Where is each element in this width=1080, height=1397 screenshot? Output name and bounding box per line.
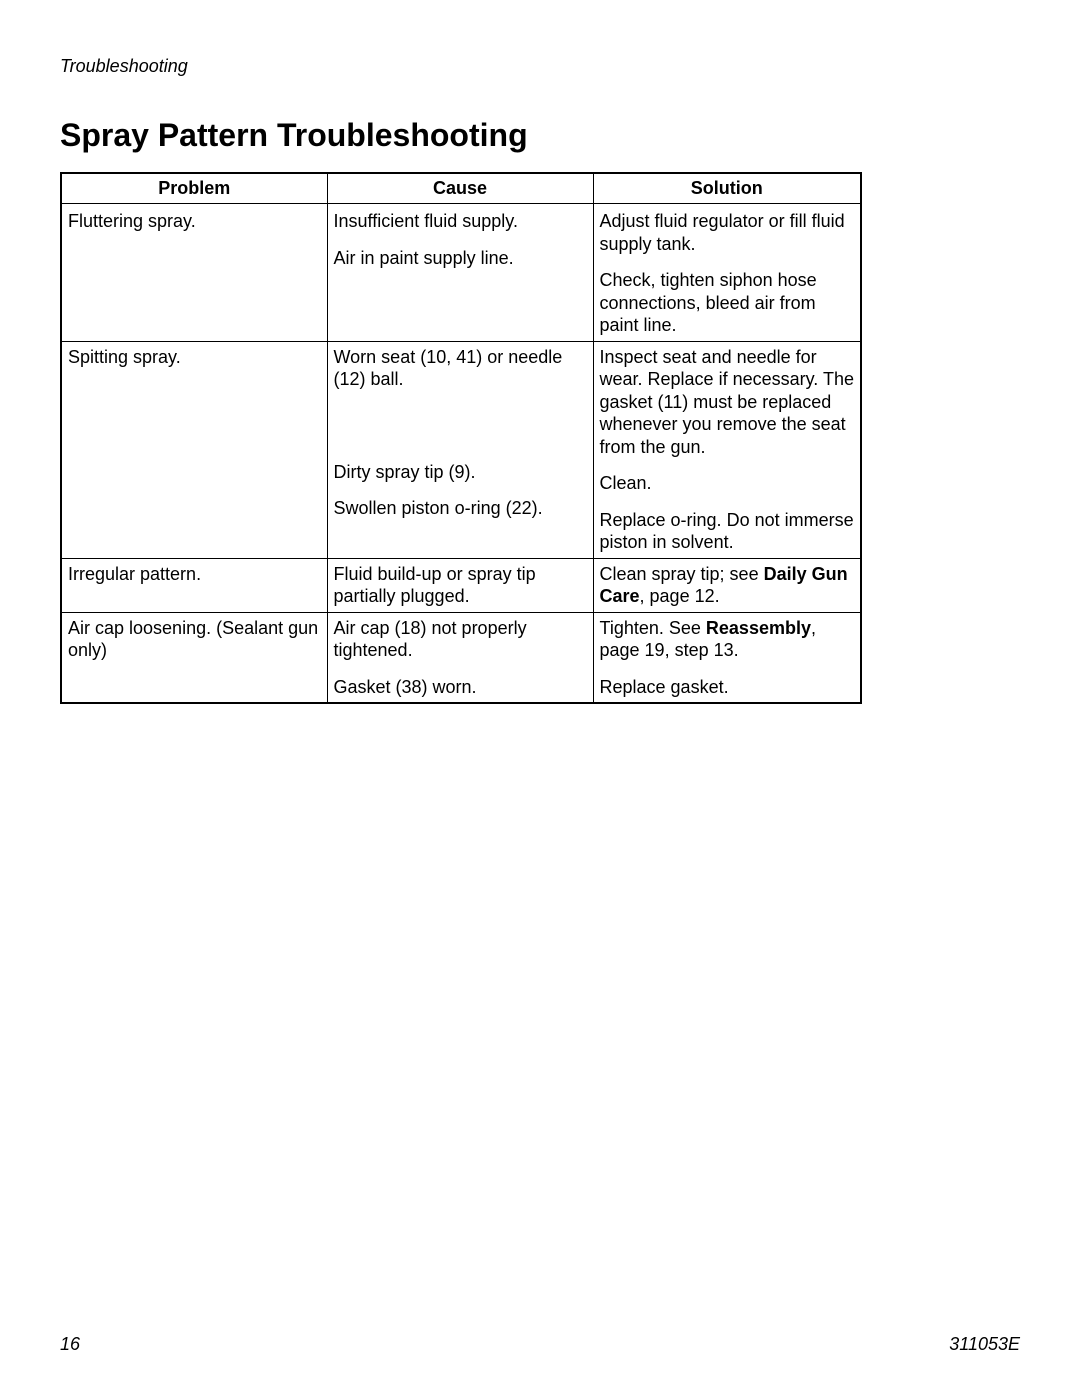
- cause-item: Swollen piston o-ring (22).: [334, 497, 587, 520]
- cause-item: Air in paint supply line.: [334, 247, 587, 270]
- table-row: Irregular pattern. Fluid build-up or spr…: [61, 558, 861, 612]
- running-head: Troubleshooting: [60, 56, 1020, 77]
- solution-bold: Reassembly: [706, 618, 811, 638]
- cause-item: Insufficient fluid supply.: [334, 210, 587, 233]
- col-header-solution: Solution: [593, 173, 861, 204]
- troubleshooting-table: Problem Cause Solution Fluttering spray.…: [60, 172, 862, 704]
- solution-item: Check, tighten siphon hose connections, …: [600, 269, 855, 337]
- page-title: Spray Pattern Troubleshooting: [60, 117, 1020, 154]
- solution-item: Tighten. See Reassembly, page 19, step 1…: [600, 617, 855, 662]
- solution-item: Inspect seat and needle for wear. Replac…: [600, 346, 855, 459]
- solution-text: , page 12.: [640, 586, 720, 606]
- cell-cause: Air cap (18) not properly tightened. Gas…: [327, 612, 593, 703]
- cell-cause: Worn seat (10, 41) or needle (12) ball. …: [327, 341, 593, 558]
- cell-solution: Adjust fluid regulator or fill fluid sup…: [593, 206, 861, 341]
- footer-page-number: 16: [60, 1334, 80, 1355]
- table-row: Fluttering spray. Insufficient fluid sup…: [61, 206, 861, 341]
- cause-item: Dirty spray tip (9).: [334, 461, 587, 484]
- cell-problem: Air cap loosening. (Sealant gun only): [61, 612, 327, 703]
- solution-item: Adjust fluid regulator or fill fluid sup…: [600, 210, 855, 255]
- table-row: Spitting spray. Worn seat (10, 41) or ne…: [61, 341, 861, 558]
- cause-item: Gasket (38) worn.: [334, 676, 587, 699]
- solution-item: Clean.: [600, 472, 855, 495]
- cell-problem: Fluttering spray.: [61, 206, 327, 341]
- footer-doc-id: 311053E: [949, 1334, 1020, 1355]
- cause-item: Worn seat (10, 41) or needle (12) ball.: [334, 346, 587, 391]
- solution-text: Clean spray tip; see: [600, 564, 764, 584]
- cell-problem: Irregular pattern.: [61, 558, 327, 612]
- cell-solution: Inspect seat and needle for wear. Replac…: [593, 341, 861, 558]
- cause-item: Air cap (18) not properly tightened.: [334, 617, 587, 662]
- col-header-problem: Problem: [61, 173, 327, 204]
- cell-cause: Fluid build-up or spray tip partially pl…: [327, 558, 593, 612]
- table-row: Air cap loosening. (Sealant gun only) Ai…: [61, 612, 861, 703]
- cell-problem: Spitting spray.: [61, 341, 327, 558]
- solution-item: Replace gasket.: [600, 676, 855, 699]
- cell-solution: Clean spray tip; see Daily Gun Care, pag…: [593, 558, 861, 612]
- solution-text: Tighten. See: [600, 618, 706, 638]
- cell-solution: Tighten. See Reassembly, page 19, step 1…: [593, 612, 861, 703]
- col-header-cause: Cause: [327, 173, 593, 204]
- cell-cause: Insufficient fluid supply. Air in paint …: [327, 206, 593, 341]
- solution-item: Replace o-ring. Do not immerse piston in…: [600, 509, 855, 554]
